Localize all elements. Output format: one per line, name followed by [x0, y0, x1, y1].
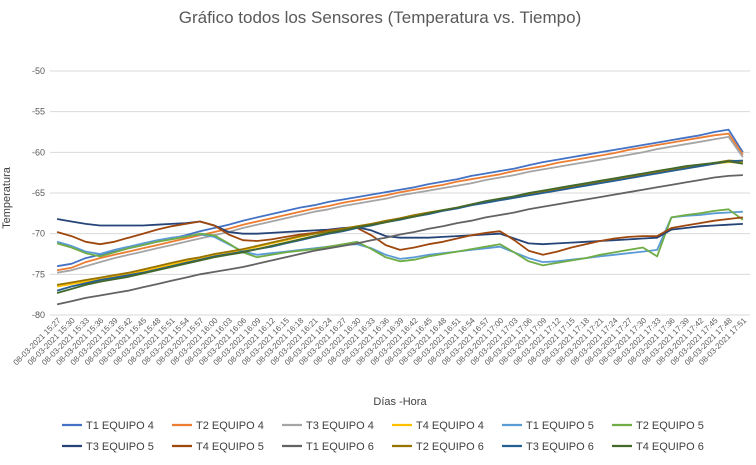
legend-label: T4 EQUIPO 6 — [636, 441, 704, 453]
chart-title: Gráfico todos los Sensores (Temperatura … — [179, 8, 582, 27]
series-line — [56, 210, 743, 264]
y-tick-label: -50 — [32, 66, 45, 76]
legend-item: T1 EQUIPO 4 — [62, 420, 154, 432]
y-axis-title: Temperatura — [1, 166, 13, 229]
x-axis-title: Días -Hora — [373, 396, 427, 408]
series-line — [56, 174, 743, 306]
legend-item: T1 EQUIPO 5 — [502, 420, 594, 432]
y-tick-label: -75 — [32, 269, 45, 279]
series-line — [56, 159, 743, 292]
legend-item: T4 EQUIPO 4 — [392, 420, 484, 432]
legend-item: T4 EQUIPO 5 — [172, 441, 264, 453]
legend-label: T4 EQUIPO 4 — [416, 420, 484, 432]
series-line — [56, 208, 744, 267]
series-line — [56, 159, 743, 286]
y-axis-ticks: -50 -55 -60 -65 -70 -75 -80 — [32, 66, 45, 320]
series-line — [56, 218, 743, 246]
legend-item: T1 EQUIPO 6 — [282, 441, 374, 453]
legend-label: T1 EQUIPO 4 — [86, 420, 154, 432]
legend-item: T2 EQUIPO 5 — [612, 420, 704, 432]
legend-label: T1 EQUIPO 5 — [526, 420, 594, 432]
legend-item: T4 EQUIPO 6 — [612, 441, 704, 453]
series-line — [56, 128, 744, 268]
series-line — [56, 216, 744, 256]
legend-label: T4 EQUIPO 5 — [196, 441, 264, 453]
y-tick-label: -60 — [32, 147, 45, 157]
series-line — [56, 135, 744, 274]
y-tick-label: -65 — [32, 188, 45, 198]
legend-label: T1 EQUIPO 6 — [306, 441, 374, 453]
y-tick-label: -80 — [32, 310, 45, 320]
legend-item: T3 EQUIPO 4 — [282, 420, 374, 432]
y-tick-label: -55 — [32, 107, 45, 117]
legend-item: T3 EQUIPO 5 — [62, 441, 154, 453]
series-lines — [56, 128, 744, 306]
legend-label: T2 EQUIPO 4 — [196, 420, 264, 432]
legend-item: T2 EQUIPO 4 — [172, 420, 264, 432]
legend-item: T2 EQUIPO 6 — [392, 441, 484, 453]
legend-label: T2 EQUIPO 5 — [636, 420, 704, 432]
legend: T1 EQUIPO 4 T2 EQUIPO 4 T3 EQUIPO 4 T4 EQUI… — [62, 420, 704, 453]
legend-label: T3 EQUIPO 5 — [86, 441, 154, 453]
legend-label: T3 EQUIPO 4 — [306, 420, 374, 432]
legend-label: T3 EQUIPO 6 — [526, 441, 594, 453]
series-line — [56, 132, 744, 272]
y-tick-label: -70 — [32, 229, 45, 239]
series-line — [56, 160, 744, 294]
legend-label: T2 EQUIPO 6 — [416, 441, 484, 453]
legend-item: T3 EQUIPO 6 — [502, 441, 594, 453]
